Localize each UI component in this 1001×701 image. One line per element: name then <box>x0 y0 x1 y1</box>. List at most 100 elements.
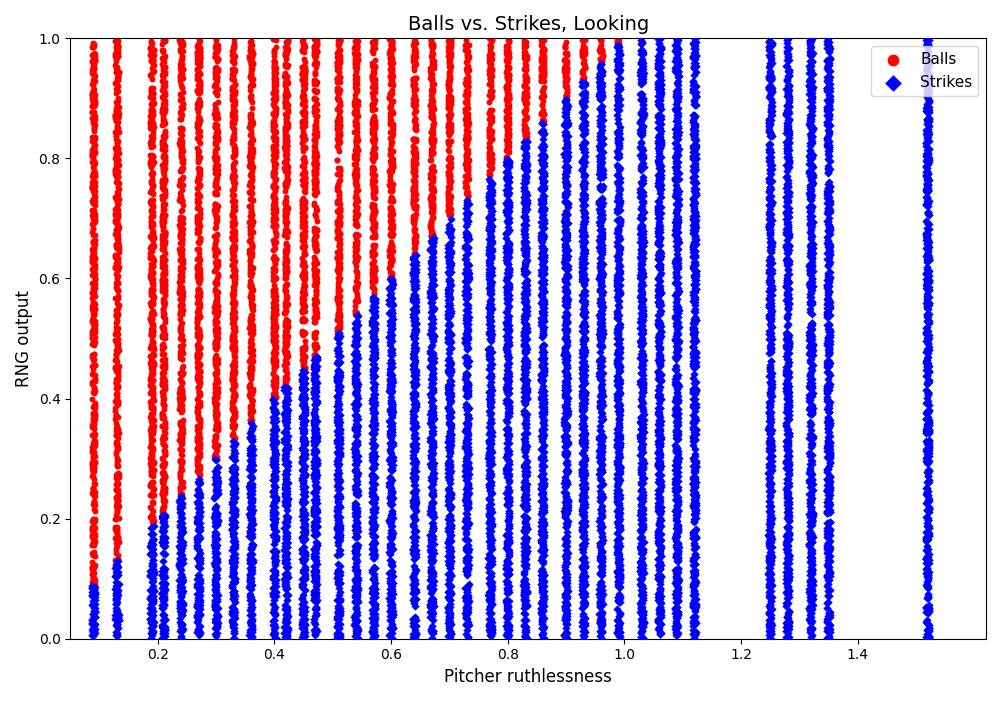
Strikes <box>306 592 322 604</box>
Strikes <box>669 34 685 46</box>
Balls <box>365 281 381 292</box>
Balls <box>383 109 399 120</box>
Strikes <box>780 105 796 116</box>
Strikes <box>425 601 441 612</box>
Strikes <box>670 491 686 503</box>
Strikes <box>243 461 259 472</box>
Strikes <box>688 361 704 372</box>
Balls <box>189 263 205 274</box>
Strikes <box>651 123 667 134</box>
Strikes <box>921 442 937 453</box>
Strikes <box>574 581 590 592</box>
Strikes <box>635 289 651 300</box>
Strikes <box>763 87 779 98</box>
Strikes <box>763 83 779 94</box>
Strikes <box>535 354 551 365</box>
Strikes <box>278 442 294 454</box>
Balls <box>107 36 123 47</box>
Balls <box>329 277 345 288</box>
Strikes <box>191 569 207 580</box>
Strikes <box>457 315 473 326</box>
Strikes <box>779 139 795 150</box>
Balls <box>173 237 189 248</box>
Balls <box>276 229 292 240</box>
Balls <box>156 161 172 172</box>
Balls <box>172 383 188 395</box>
Strikes <box>441 311 457 322</box>
Strikes <box>145 586 161 597</box>
Strikes <box>208 557 224 569</box>
Strikes <box>557 349 573 360</box>
Balls <box>172 430 188 442</box>
Strikes <box>653 590 669 601</box>
Strikes <box>802 280 818 292</box>
Strikes <box>330 475 346 486</box>
Strikes <box>594 397 610 408</box>
Strikes <box>441 435 457 446</box>
Strikes <box>669 455 685 466</box>
Strikes <box>424 625 440 637</box>
Strikes <box>276 522 292 533</box>
Balls <box>157 254 173 265</box>
Strikes <box>652 247 668 259</box>
Strikes <box>536 168 552 179</box>
Strikes <box>780 510 796 522</box>
Strikes <box>422 561 438 572</box>
Balls <box>243 278 259 290</box>
Strikes <box>802 330 818 341</box>
Balls <box>86 496 102 508</box>
Balls <box>155 233 171 244</box>
Balls <box>226 105 242 116</box>
Balls <box>145 498 161 509</box>
Balls <box>265 376 281 387</box>
Strikes <box>84 629 100 640</box>
Strikes <box>653 584 669 595</box>
Strikes <box>267 608 283 620</box>
Balls <box>382 114 398 125</box>
Strikes <box>305 505 321 517</box>
Balls <box>365 240 381 252</box>
Balls <box>278 272 294 283</box>
Strikes <box>189 490 205 501</box>
Strikes <box>653 142 669 153</box>
Balls <box>306 243 322 254</box>
Strikes <box>611 322 627 334</box>
Strikes <box>498 282 515 293</box>
Strikes <box>442 391 458 402</box>
Strikes <box>780 222 796 233</box>
Strikes <box>652 503 668 514</box>
Strikes <box>560 439 576 450</box>
Balls <box>382 203 398 215</box>
Balls <box>279 135 295 147</box>
Strikes <box>242 557 258 569</box>
Balls <box>157 88 173 99</box>
Strikes <box>308 559 324 570</box>
Strikes <box>297 525 313 536</box>
Strikes <box>634 267 650 278</box>
Balls <box>192 79 208 90</box>
Strikes <box>423 352 439 363</box>
Strikes <box>518 540 534 551</box>
Strikes <box>764 85 780 96</box>
Strikes <box>348 521 364 532</box>
Balls <box>347 89 363 100</box>
Strikes <box>781 88 797 100</box>
Strikes <box>822 257 838 268</box>
Strikes <box>920 515 936 526</box>
Balls <box>267 200 283 211</box>
Balls <box>278 175 294 186</box>
Strikes <box>458 380 474 391</box>
Balls <box>192 209 208 220</box>
Strikes <box>457 619 473 630</box>
Balls <box>482 91 498 102</box>
Balls <box>172 386 188 397</box>
Balls <box>145 105 161 116</box>
Strikes <box>635 358 651 369</box>
Balls <box>278 301 294 313</box>
Strikes <box>500 605 517 616</box>
Strikes <box>407 442 423 453</box>
Balls <box>296 129 312 140</box>
Strikes <box>688 231 704 242</box>
Balls <box>576 33 592 44</box>
Strikes <box>457 253 473 264</box>
